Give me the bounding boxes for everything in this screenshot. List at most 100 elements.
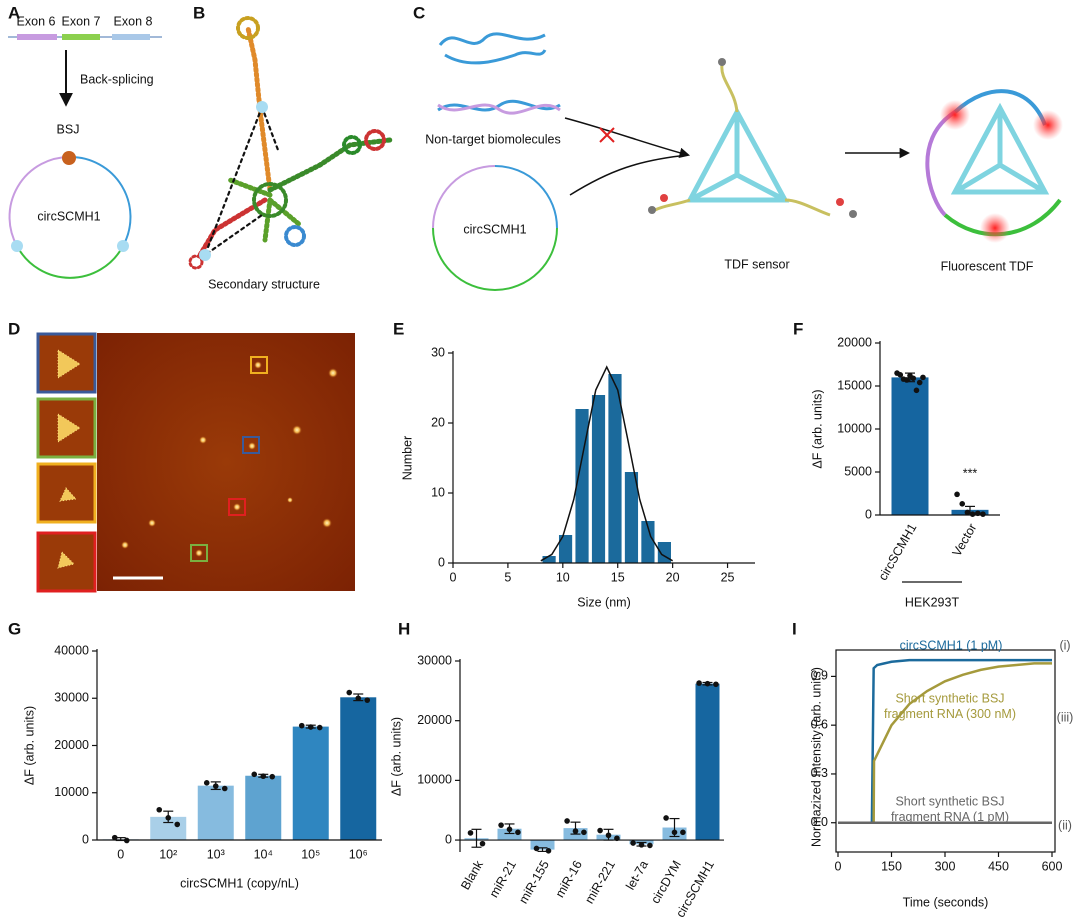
glow bbox=[940, 100, 970, 130]
x-tick-label: 10 bbox=[556, 570, 570, 584]
circle-label: circSCMH1 bbox=[37, 209, 100, 223]
x-tick-label: 10⁶ bbox=[349, 847, 368, 861]
product-label: Fluorescent TDF bbox=[941, 259, 1034, 273]
y-tick-label: 30000 bbox=[417, 653, 452, 667]
data-point bbox=[630, 840, 636, 846]
particle bbox=[322, 518, 332, 528]
junction-label: BSJ bbox=[57, 122, 80, 136]
data-point bbox=[696, 680, 702, 686]
data-point bbox=[980, 511, 986, 517]
data-point bbox=[545, 848, 552, 854]
series-tag: (ii) bbox=[1058, 818, 1072, 832]
data-point bbox=[533, 845, 540, 852]
y-tick-label: 0.3 bbox=[811, 766, 828, 780]
bar bbox=[530, 840, 555, 850]
data-point bbox=[572, 828, 579, 834]
sensor-arm bbox=[654, 64, 831, 217]
particle bbox=[254, 361, 262, 369]
data-point bbox=[916, 379, 923, 386]
group-label: HEK293T bbox=[905, 595, 960, 609]
x-tick-label: miR-221 bbox=[582, 858, 618, 906]
rna-loop bbox=[188, 254, 204, 270]
y-tick-label: 20000 bbox=[54, 738, 89, 752]
arrow bbox=[569, 154, 689, 196]
data-point bbox=[704, 680, 711, 687]
particle bbox=[195, 549, 203, 557]
junction-dot bbox=[117, 240, 129, 252]
x-tick-label: Vector bbox=[950, 521, 980, 559]
y-axis-label: ΔF (arb. units) bbox=[389, 717, 403, 796]
data-point bbox=[212, 783, 219, 789]
y-tick-label: 5000 bbox=[844, 464, 872, 478]
data-point bbox=[564, 818, 570, 824]
arc bbox=[432, 165, 496, 229]
biomolecule bbox=[437, 103, 561, 115]
data-point bbox=[638, 842, 645, 848]
data-point bbox=[316, 724, 323, 731]
rna-loop bbox=[364, 129, 386, 151]
panel-b: Secondary structure bbox=[188, 16, 393, 291]
rna-stem bbox=[245, 25, 273, 193]
data-point bbox=[165, 814, 172, 821]
y-tick-label: 0 bbox=[445, 832, 452, 846]
rna-stem bbox=[197, 197, 268, 258]
arrow-label: Back-splicing bbox=[80, 72, 154, 86]
bar bbox=[558, 535, 573, 563]
series-tag: (iii) bbox=[1057, 710, 1074, 724]
panel-label: E bbox=[393, 319, 404, 338]
data-point bbox=[581, 829, 587, 836]
data-point bbox=[260, 773, 267, 780]
dotted-link bbox=[202, 105, 280, 258]
y-axis-label: Number bbox=[400, 436, 414, 480]
panel-label: H bbox=[398, 619, 410, 638]
data-point bbox=[597, 827, 603, 834]
arrow bbox=[564, 117, 691, 158]
data-point bbox=[663, 815, 669, 821]
data-point bbox=[671, 829, 678, 836]
data-point bbox=[307, 724, 314, 730]
x-tick-label: 0 bbox=[450, 570, 457, 584]
data-point bbox=[111, 834, 118, 841]
bar bbox=[340, 697, 377, 840]
data-point bbox=[515, 829, 521, 836]
rna-loop bbox=[236, 16, 260, 40]
data-point bbox=[251, 771, 258, 778]
data-point bbox=[913, 387, 920, 394]
x-tick-label: 0 bbox=[117, 847, 124, 861]
biomolecule bbox=[444, 49, 547, 65]
quencher bbox=[849, 210, 857, 218]
data-point bbox=[156, 806, 163, 813]
bar bbox=[608, 374, 622, 563]
bar bbox=[591, 395, 606, 563]
rna-loop bbox=[252, 182, 288, 218]
y-axis-label: ΔF (arb. units) bbox=[810, 389, 824, 468]
junction-dot bbox=[11, 240, 23, 252]
particle bbox=[287, 497, 293, 503]
inset-triangle bbox=[59, 487, 78, 502]
y-tick-label: 20000 bbox=[837, 335, 872, 349]
y-tick-label: 20 bbox=[431, 415, 445, 429]
data-point bbox=[221, 785, 228, 792]
data-point bbox=[346, 689, 353, 696]
exon bbox=[112, 34, 150, 40]
data-point bbox=[920, 374, 926, 381]
glow bbox=[980, 213, 1010, 243]
caption: Secondary structure bbox=[208, 277, 320, 291]
y-tick-label: 10000 bbox=[837, 421, 872, 435]
x-tick-label: miR-16 bbox=[553, 858, 585, 900]
y-tick-label: 0.0 bbox=[811, 815, 828, 829]
x-tick-label: 10² bbox=[159, 847, 177, 861]
inset-triangle bbox=[57, 349, 81, 379]
inset-triangle bbox=[57, 413, 81, 443]
nontarget-label: Non-target biomolecules bbox=[425, 132, 561, 146]
bar bbox=[641, 521, 655, 563]
glow bbox=[1033, 110, 1063, 140]
y-tick-label: 30 bbox=[431, 345, 445, 359]
x-tick-label: 150 bbox=[881, 859, 902, 873]
y-tick-label: 0 bbox=[865, 507, 872, 521]
data-point bbox=[954, 491, 960, 498]
bar bbox=[497, 828, 522, 841]
particle bbox=[233, 503, 241, 511]
series-line bbox=[838, 662, 1052, 824]
data-point bbox=[903, 377, 910, 383]
